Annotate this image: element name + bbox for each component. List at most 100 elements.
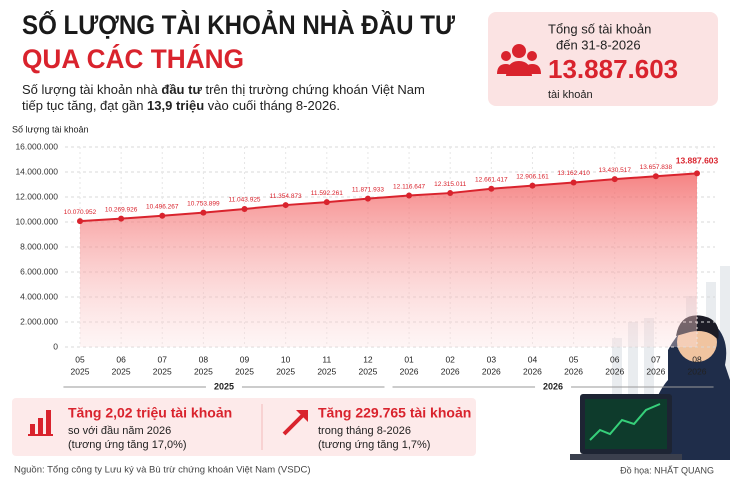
point xyxy=(282,202,289,209)
x-tick-label: 07 xyxy=(651,354,661,364)
summary-date: đến 31-8-2026 xyxy=(556,37,641,52)
highlight-text: (tương ứng tăng 17,0%) xyxy=(68,439,187,451)
value-label: 13.162.410 xyxy=(557,170,590,177)
y-tick-label: 14.000.000 xyxy=(15,166,58,176)
x-tick-label: 07 xyxy=(158,354,168,364)
x-tick-year: 2025 xyxy=(235,366,254,376)
point xyxy=(77,218,83,225)
value-label: 12.906.161 xyxy=(516,173,549,180)
value-label: 10.070.952 xyxy=(64,209,97,216)
title: SỐ LƯỢNG TÀI KHOẢN NHÀ ĐẦU TƯ xyxy=(22,8,456,40)
x-tick-label: 12 xyxy=(363,354,373,364)
highlight-text: (tương ứng tăng 1,7%) xyxy=(318,439,430,451)
summary-unit: tài khoản xyxy=(548,89,593,101)
arrow-icon xyxy=(282,410,308,436)
subtitle-part: tiếp tục tăng, đạt gần xyxy=(22,98,147,113)
point xyxy=(652,173,659,180)
highlight-text: trong tháng 8-2026 xyxy=(318,425,411,437)
y-tick-label: 6.000.000 xyxy=(20,266,58,276)
point xyxy=(406,192,413,199)
bar-icon xyxy=(28,410,53,436)
subtitle-part: Số lượng tài khoản nhà xyxy=(22,82,161,97)
subtitle-part: đầu tư xyxy=(161,82,202,97)
illustration xyxy=(570,266,730,460)
point xyxy=(447,190,454,197)
highlight-box xyxy=(12,398,476,456)
line xyxy=(79,172,698,223)
value-label: 10.753.899 xyxy=(187,200,220,207)
highlight-text: so với đầu năm 2026 xyxy=(68,425,171,437)
point xyxy=(323,199,330,206)
line-chart: 0 2.000.000 4.000.000 6.000.000 8.000.000 10.… xyxy=(15,141,718,391)
highlight-title: Tăng 2,02 triệu tài khoản xyxy=(68,405,232,421)
x-tick-year: 2026 xyxy=(400,366,419,376)
value-label: 11.354.873 xyxy=(270,193,302,200)
value-label: 10.496.267 xyxy=(146,204,179,211)
x-tick-year: 2026 xyxy=(441,366,460,376)
y-axis-label: Số lượng tài khoản xyxy=(12,124,88,134)
point xyxy=(200,209,207,216)
value-label: 12.116.647 xyxy=(393,183,425,190)
y-tick-label: 10.000.000 xyxy=(15,216,58,226)
people-icon xyxy=(497,44,541,76)
subtitle: Số lượng tài khoản nhà đầu tư trên thị t… xyxy=(22,82,425,97)
x-tick-year: 2025 xyxy=(276,366,295,376)
x-tick-year: 2026 xyxy=(646,366,665,376)
x-tick-label: 08 xyxy=(692,354,702,364)
x-tick-year: 2025 xyxy=(153,366,172,376)
x-tick-label: 05 xyxy=(569,354,579,364)
x-tick-label: 06 xyxy=(610,354,620,364)
y-tick-label: 0 xyxy=(53,341,58,351)
point xyxy=(364,195,371,202)
value-label: 11.592.261 xyxy=(311,190,343,197)
highlight-title: Tăng 229.765 tài khoản xyxy=(318,405,471,421)
x-tick-year: 2026 xyxy=(688,366,707,376)
summary-label: Tổng số tài khoản xyxy=(548,21,651,36)
summary-box xyxy=(488,12,718,106)
value-label: 11.871.933 xyxy=(352,186,384,193)
x-tick-label: 03 xyxy=(487,354,497,364)
point xyxy=(611,176,618,183)
y-tick-label: 2.000.000 xyxy=(20,316,58,326)
x-tick-year: 2026 xyxy=(605,366,624,376)
point xyxy=(529,182,536,189)
x-tick-year: 2025 xyxy=(317,366,336,376)
x-tick-label: 02 xyxy=(445,354,455,364)
point xyxy=(694,170,700,177)
y-tick-label: 12.000.000 xyxy=(15,191,58,201)
title: QUA CÁC THÁNG xyxy=(22,43,244,74)
source: Nguồn: Tổng công ty Lưu ký và Bù trừ chứ… xyxy=(14,465,310,476)
point xyxy=(159,212,166,219)
credit: Đồ họa: NHẤT QUANG xyxy=(620,465,714,475)
x-tick-year: 2026 xyxy=(523,366,542,376)
x-tick-label: 05 xyxy=(75,354,85,364)
subtitle-part: vào cuối tháng 8-2026. xyxy=(204,98,340,113)
value-label: 12.315.011 xyxy=(434,181,466,188)
subtitle-part: 13,9 triệu xyxy=(147,98,204,113)
y-tick-label: 16.000.000 xyxy=(15,141,58,151)
x-tick-label: 04 xyxy=(528,354,538,364)
subtitle-part: trên thị trường chứng khoán Việt Nam xyxy=(202,82,425,97)
value-label: 13.657.838 xyxy=(640,164,673,171)
x-tick-label: 01 xyxy=(404,354,414,364)
value-label: 10.269.926 xyxy=(105,206,138,213)
x-tick-label: 06 xyxy=(116,354,126,364)
x-tick-label: 10 xyxy=(281,354,291,364)
y-tick-label: 8.000.000 xyxy=(20,241,58,251)
point xyxy=(118,215,125,222)
group-label: 2026 xyxy=(543,381,563,391)
value-label: 13.430.517 xyxy=(598,167,631,174)
x-tick-year: 2025 xyxy=(194,366,213,376)
group-label: 2025 xyxy=(214,381,234,391)
x-tick-year: 2025 xyxy=(112,366,131,376)
subtitle: tiếp tục tăng, đạt gần 13,9 triệu vào cu… xyxy=(22,98,340,113)
x-tick-label: 09 xyxy=(240,354,250,364)
point xyxy=(488,185,495,192)
x-tick-year: 2026 xyxy=(564,366,583,376)
area xyxy=(80,173,697,347)
x-tick-year: 2025 xyxy=(358,366,377,376)
y-tick-label: 4.000.000 xyxy=(20,291,58,301)
point xyxy=(570,179,577,186)
x-tick-year: 2025 xyxy=(71,366,90,376)
